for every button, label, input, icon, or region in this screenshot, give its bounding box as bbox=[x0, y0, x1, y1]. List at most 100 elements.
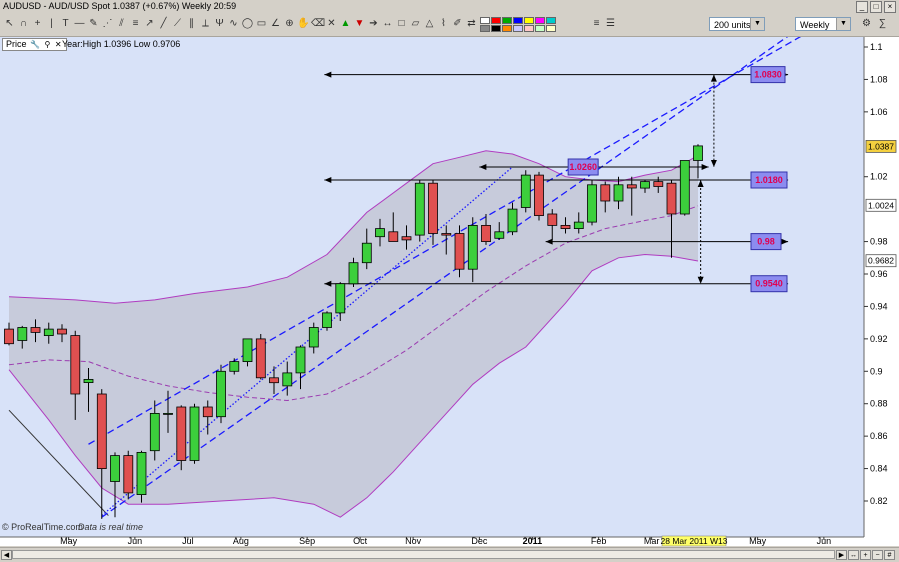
regression-icon[interactable]: ⟂ bbox=[202, 18, 209, 29]
scroll-right-button[interactable]: ▶ bbox=[836, 550, 847, 560]
magnifier-icon[interactable]: ⚲ bbox=[44, 40, 51, 49]
candle-body bbox=[573, 221, 584, 230]
minimize-button[interactable]: _ bbox=[856, 1, 868, 13]
candle-body bbox=[454, 233, 465, 270]
x-tick-label: Mar bbox=[644, 536, 660, 546]
delete-icon[interactable]: ✕ bbox=[327, 18, 336, 29]
right-arrow-icon[interactable]: ➔ bbox=[369, 18, 378, 29]
x-tick-label: Dec bbox=[471, 536, 488, 546]
label-icon[interactable]: ▱ bbox=[411, 18, 420, 29]
cursor-icon[interactable]: ↖ bbox=[5, 18, 14, 29]
price-legend: Price 🔧 ⚲ ✕ bbox=[2, 38, 67, 51]
candle-body bbox=[229, 361, 240, 372]
candle-body bbox=[123, 455, 134, 494]
magnet-icon[interactable]: ∩ bbox=[19, 18, 28, 29]
mirror-icon[interactable]: ⇄ bbox=[467, 18, 476, 29]
candle-body bbox=[189, 406, 200, 461]
ellipse-icon[interactable]: ◯ bbox=[241, 18, 254, 29]
candle-body bbox=[242, 338, 253, 362]
arrow-head bbox=[697, 179, 704, 187]
zoom-fit-icon[interactable]: ↔ bbox=[848, 550, 859, 560]
trendline-icon[interactable]: ╱ bbox=[160, 18, 167, 29]
palette-swatch[interactable] bbox=[502, 17, 512, 24]
chart-settings-icon[interactable]: ⚙ bbox=[862, 18, 871, 29]
hand-icon[interactable]: ✋ bbox=[297, 18, 310, 29]
pencil-icon[interactable]: ✎ bbox=[89, 18, 98, 29]
pitchfork-icon[interactable]: Ψ bbox=[215, 18, 224, 29]
text-icon[interactable]: T bbox=[62, 18, 69, 29]
y-tick-label: 1.1 bbox=[870, 42, 883, 52]
zoom-out-icon[interactable]: − bbox=[872, 550, 883, 560]
arrow-tool-icon[interactable]: ↗ bbox=[145, 18, 154, 29]
arrow-head bbox=[324, 176, 332, 183]
x-tick-label: Jun bbox=[817, 536, 832, 546]
palette-swatch[interactable] bbox=[480, 25, 490, 32]
palette-swatch[interactable] bbox=[524, 25, 534, 32]
line-style-icon[interactable]: ≡ bbox=[593, 18, 600, 29]
rectangle-tool-icon[interactable]: ▭ bbox=[256, 18, 267, 29]
buy-arrow-icon[interactable]: ▲ bbox=[340, 18, 351, 29]
candlesticks bbox=[4, 144, 703, 519]
palette-swatch[interactable] bbox=[502, 25, 512, 32]
close-icon[interactable]: ✕ bbox=[54, 40, 62, 49]
grid-icon[interactable]: # bbox=[884, 550, 895, 560]
window-title: AUDUSD - AUD/USD Spot 1.0387 (+0.67%) We… bbox=[3, 1, 237, 11]
cycle-icon[interactable]: ∿ bbox=[229, 18, 238, 29]
arrow-head bbox=[701, 163, 709, 170]
ray-icon[interactable]: ⟋ bbox=[174, 18, 181, 29]
palette-swatch[interactable] bbox=[491, 25, 501, 32]
close-button[interactable]: × bbox=[884, 1, 896, 13]
palette-swatch[interactable] bbox=[535, 17, 545, 24]
triangle-icon[interactable]: △ bbox=[425, 18, 434, 29]
candle-body bbox=[361, 242, 372, 264]
palette-swatch[interactable] bbox=[491, 17, 501, 24]
sell-arrow-icon[interactable]: ▼ bbox=[354, 18, 365, 29]
palette-swatch[interactable] bbox=[546, 17, 556, 24]
x-tick-label: Feb bbox=[591, 536, 607, 546]
price-chart[interactable]: 1.0830 1.0260 1.0180 0.98 0.9540 1.1 1.08 1.06… bbox=[0, 37, 899, 546]
palette-swatch[interactable] bbox=[480, 17, 490, 24]
palette-swatch[interactable] bbox=[546, 25, 556, 32]
line-width-icon[interactable]: ☰ bbox=[606, 18, 615, 29]
channel-icon[interactable]: ⫽ bbox=[119, 18, 124, 29]
candle-body bbox=[547, 213, 558, 226]
units-select[interactable]: 200 units ▼ bbox=[709, 17, 765, 31]
candle-body bbox=[666, 182, 677, 215]
candle-body bbox=[110, 455, 120, 482]
palette-swatch[interactable] bbox=[524, 17, 534, 24]
polyline-icon[interactable]: ⌇ bbox=[441, 18, 446, 29]
palette-swatch[interactable] bbox=[513, 25, 523, 32]
gann-fan-icon[interactable]: ⋰ bbox=[102, 18, 113, 29]
indicator-icon[interactable]: ∑ bbox=[878, 18, 887, 29]
candle-body bbox=[600, 184, 611, 202]
zoom-in-icon[interactable]: + bbox=[860, 550, 871, 560]
x-tick-label: Oct bbox=[353, 536, 368, 546]
angle-icon[interactable]: ∠ bbox=[271, 18, 280, 29]
watermark-brand: © ProRealTime.com bbox=[2, 522, 83, 532]
price-level-labels: 1.0830 1.0260 1.0180 0.98 0.9540 bbox=[567, 66, 788, 293]
freehand-icon[interactable]: ✐ bbox=[453, 18, 462, 29]
vertical-line-icon[interactable]: | bbox=[50, 18, 53, 29]
y-tick-label: 0.92 bbox=[870, 334, 888, 344]
date-cursor-box bbox=[661, 535, 727, 546]
x-tick-label: Jul bbox=[182, 536, 194, 546]
maximize-button[interactable]: □ bbox=[870, 1, 882, 13]
crosshair-icon[interactable]: + bbox=[34, 18, 41, 29]
horizontal-scrollbar[interactable] bbox=[12, 550, 835, 559]
parallel-icon[interactable]: ∥ bbox=[189, 18, 194, 29]
x-tick-label: Aug bbox=[233, 536, 249, 546]
fibonacci-icon[interactable]: ≡ bbox=[132, 18, 139, 29]
double-arrow-icon[interactable]: ↔ bbox=[382, 18, 393, 29]
period-select[interactable]: Weekly ▼ bbox=[795, 17, 851, 31]
horizontal-line-icon[interactable]: — bbox=[74, 18, 85, 29]
zoom-icon[interactable]: ⊕ bbox=[285, 18, 294, 29]
palette-swatch[interactable] bbox=[513, 17, 523, 24]
wrench-icon[interactable]: 🔧 bbox=[30, 40, 40, 49]
scroll-left-button[interactable]: ◀ bbox=[1, 550, 12, 560]
arrow-head bbox=[781, 238, 789, 245]
candle-body bbox=[4, 328, 14, 345]
palette-swatch[interactable] bbox=[535, 25, 545, 32]
eraser-icon[interactable]: ⌫ bbox=[311, 18, 326, 29]
rectangle-icon[interactable]: □ bbox=[398, 18, 405, 29]
price-label-text: 0.98 bbox=[757, 237, 775, 247]
